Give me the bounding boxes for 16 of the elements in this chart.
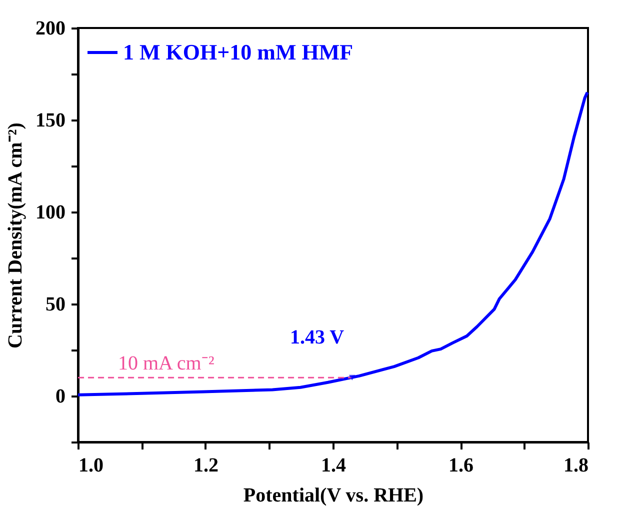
- x-tick-label: 1.2: [194, 454, 218, 476]
- annotation: 1.43 V: [290, 326, 345, 349]
- y-tick-label: 200: [36, 18, 66, 40]
- x-axis-title: Potential(V vs. RHE): [243, 484, 424, 506]
- x-tick-label: 1.0: [78, 454, 104, 476]
- ref-line-label: 10 mA cm⁻²: [118, 352, 214, 375]
- y-tick-label: 0: [56, 386, 66, 408]
- y-tick-label: 50: [46, 294, 66, 316]
- y-tick-label: 150: [36, 110, 66, 132]
- x-tick-label: 1.6: [448, 454, 474, 476]
- y-tick-label: 100: [36, 202, 66, 224]
- legend-label: 1 M KOH+10 mM HMF: [123, 40, 354, 64]
- y-axis-title: Current Density(mA cm⁻²): [4, 122, 26, 348]
- x-tick-label: 1.8: [564, 454, 588, 476]
- x-tick-label: 1.4: [321, 454, 346, 476]
- line-series: [76, 90, 589, 396]
